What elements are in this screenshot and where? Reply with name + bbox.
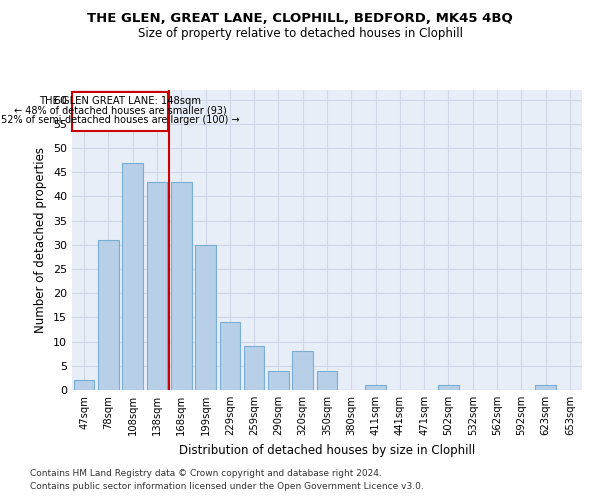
Text: Size of property relative to detached houses in Clophill: Size of property relative to detached ho… (137, 28, 463, 40)
Text: Contains public sector information licensed under the Open Government Licence v3: Contains public sector information licen… (30, 482, 424, 491)
Y-axis label: Number of detached properties: Number of detached properties (34, 147, 47, 333)
Text: ← 48% of detached houses are smaller (93): ← 48% of detached houses are smaller (93… (14, 106, 226, 116)
Bar (244, 346, 265, 390)
Text: THE GLEN GREAT LANE: 148sqm: THE GLEN GREAT LANE: 148sqm (39, 96, 201, 106)
Text: Contains HM Land Registry data © Crown copyright and database right 2024.: Contains HM Land Registry data © Crown c… (30, 468, 382, 477)
Bar (171, 182, 191, 390)
Bar (317, 370, 337, 390)
Bar (535, 385, 556, 390)
FancyBboxPatch shape (72, 92, 168, 131)
Bar (268, 370, 289, 390)
Bar (365, 385, 386, 390)
Bar (292, 352, 313, 390)
Bar (98, 240, 119, 390)
X-axis label: Distribution of detached houses by size in Clophill: Distribution of detached houses by size … (179, 444, 475, 456)
Bar (122, 162, 143, 390)
Bar (438, 385, 459, 390)
Bar (220, 322, 240, 390)
Bar (146, 182, 167, 390)
Text: THE GLEN, GREAT LANE, CLOPHILL, BEDFORD, MK45 4BQ: THE GLEN, GREAT LANE, CLOPHILL, BEDFORD,… (87, 12, 513, 26)
Text: 52% of semi-detached houses are larger (100) →: 52% of semi-detached houses are larger (… (1, 115, 239, 125)
Bar (195, 245, 216, 390)
Bar (74, 380, 94, 390)
